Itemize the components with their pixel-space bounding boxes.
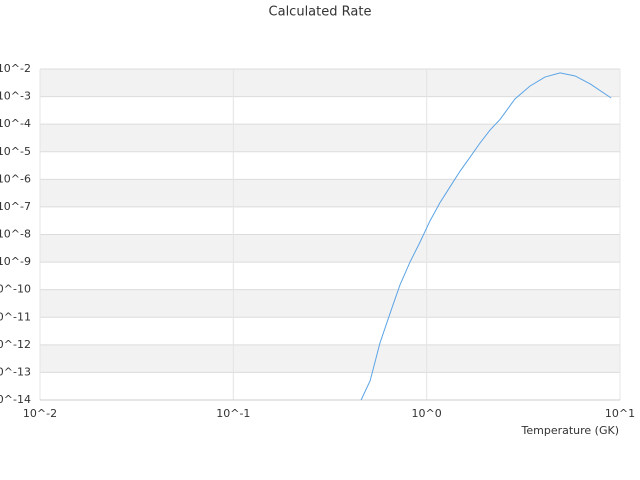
x-tick-label: 10^0 — [412, 407, 442, 420]
chart-title: Calculated Rate — [269, 5, 372, 20]
y-tick-label: 10^-9 — [0, 255, 31, 268]
grid-band — [40, 344, 620, 373]
y-tick-label: 10^-4 — [0, 117, 31, 130]
y-tick-label: 10^-10 — [0, 283, 31, 296]
y-tick-label: 10^-2 — [0, 62, 31, 75]
grid-band — [40, 69, 620, 97]
y-tick-label: 10^-8 — [0, 228, 31, 241]
x-tick-label: 10^-2 — [23, 407, 57, 420]
grid-band — [40, 289, 620, 318]
x-tick-label: 10^1 — [605, 407, 635, 420]
y-tick-label: 10^-7 — [0, 200, 31, 213]
y-tick-label: 10^-3 — [0, 90, 31, 103]
y-tick-label: 10^-6 — [0, 172, 31, 185]
y-tick-label: 10^-12 — [0, 338, 31, 351]
x-axis-label: Temperature (GK) — [521, 424, 620, 437]
y-tick-label: 10^-14 — [0, 393, 31, 406]
y-tick-label: 10^-13 — [0, 365, 31, 378]
x-tick-label: 10^-1 — [216, 407, 250, 420]
grid-band — [40, 124, 620, 152]
y-tick-label: 10^-11 — [0, 310, 31, 323]
y-tick-label: 10^-5 — [0, 145, 31, 158]
grid-band — [40, 234, 620, 263]
grid-band — [40, 179, 620, 207]
line — [360, 72, 612, 401]
